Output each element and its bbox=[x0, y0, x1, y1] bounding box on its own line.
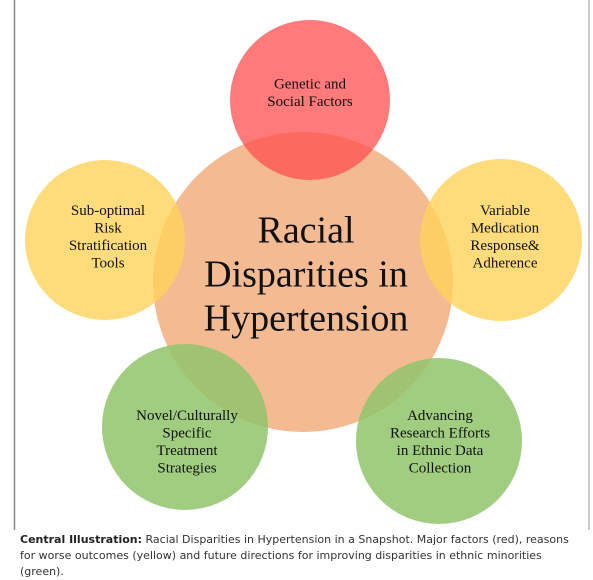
node-label: Specific bbox=[162, 426, 211, 442]
red-circle bbox=[230, 20, 390, 180]
node-label: Genetic and bbox=[274, 77, 347, 93]
node-label: Stratification bbox=[69, 238, 148, 254]
node-label: in Ethnic Data bbox=[397, 443, 484, 459]
center-label: Disparities in bbox=[204, 254, 408, 296]
node-label: Tools bbox=[91, 256, 124, 272]
node-label: Sub-optimal bbox=[71, 203, 145, 219]
caption-label: Central Illustration: bbox=[20, 533, 143, 546]
node-label: Variable bbox=[480, 203, 530, 219]
yellow-circle bbox=[25, 160, 185, 320]
center-label: Hypertension bbox=[204, 298, 409, 340]
caption: Central Illustration: Racial Disparities… bbox=[20, 532, 586, 580]
center-label: Racial bbox=[257, 210, 354, 252]
node-label: Advancing bbox=[407, 408, 473, 424]
page: Racial Disparities in Hypertension Genetic … bbox=[13, 0, 590, 578]
node-label: Novel/Culturally bbox=[136, 408, 238, 424]
node-label: Treatment bbox=[156, 443, 218, 459]
yellow-circle bbox=[420, 159, 582, 321]
node-label: Medication bbox=[471, 221, 540, 237]
node-label: Adherence bbox=[473, 256, 538, 272]
node-label: Research Efforts bbox=[390, 426, 490, 442]
node-label: Strategies bbox=[157, 461, 216, 477]
green-circle bbox=[102, 344, 268, 510]
node-label: Collection bbox=[409, 461, 472, 477]
node-label: Response& bbox=[470, 238, 539, 254]
green-circle bbox=[356, 358, 522, 524]
node-label: Social Factors bbox=[267, 94, 353, 110]
node-label: Risk bbox=[94, 221, 122, 237]
caption-text: Racial Disparities in Hypertension in a … bbox=[20, 533, 569, 578]
